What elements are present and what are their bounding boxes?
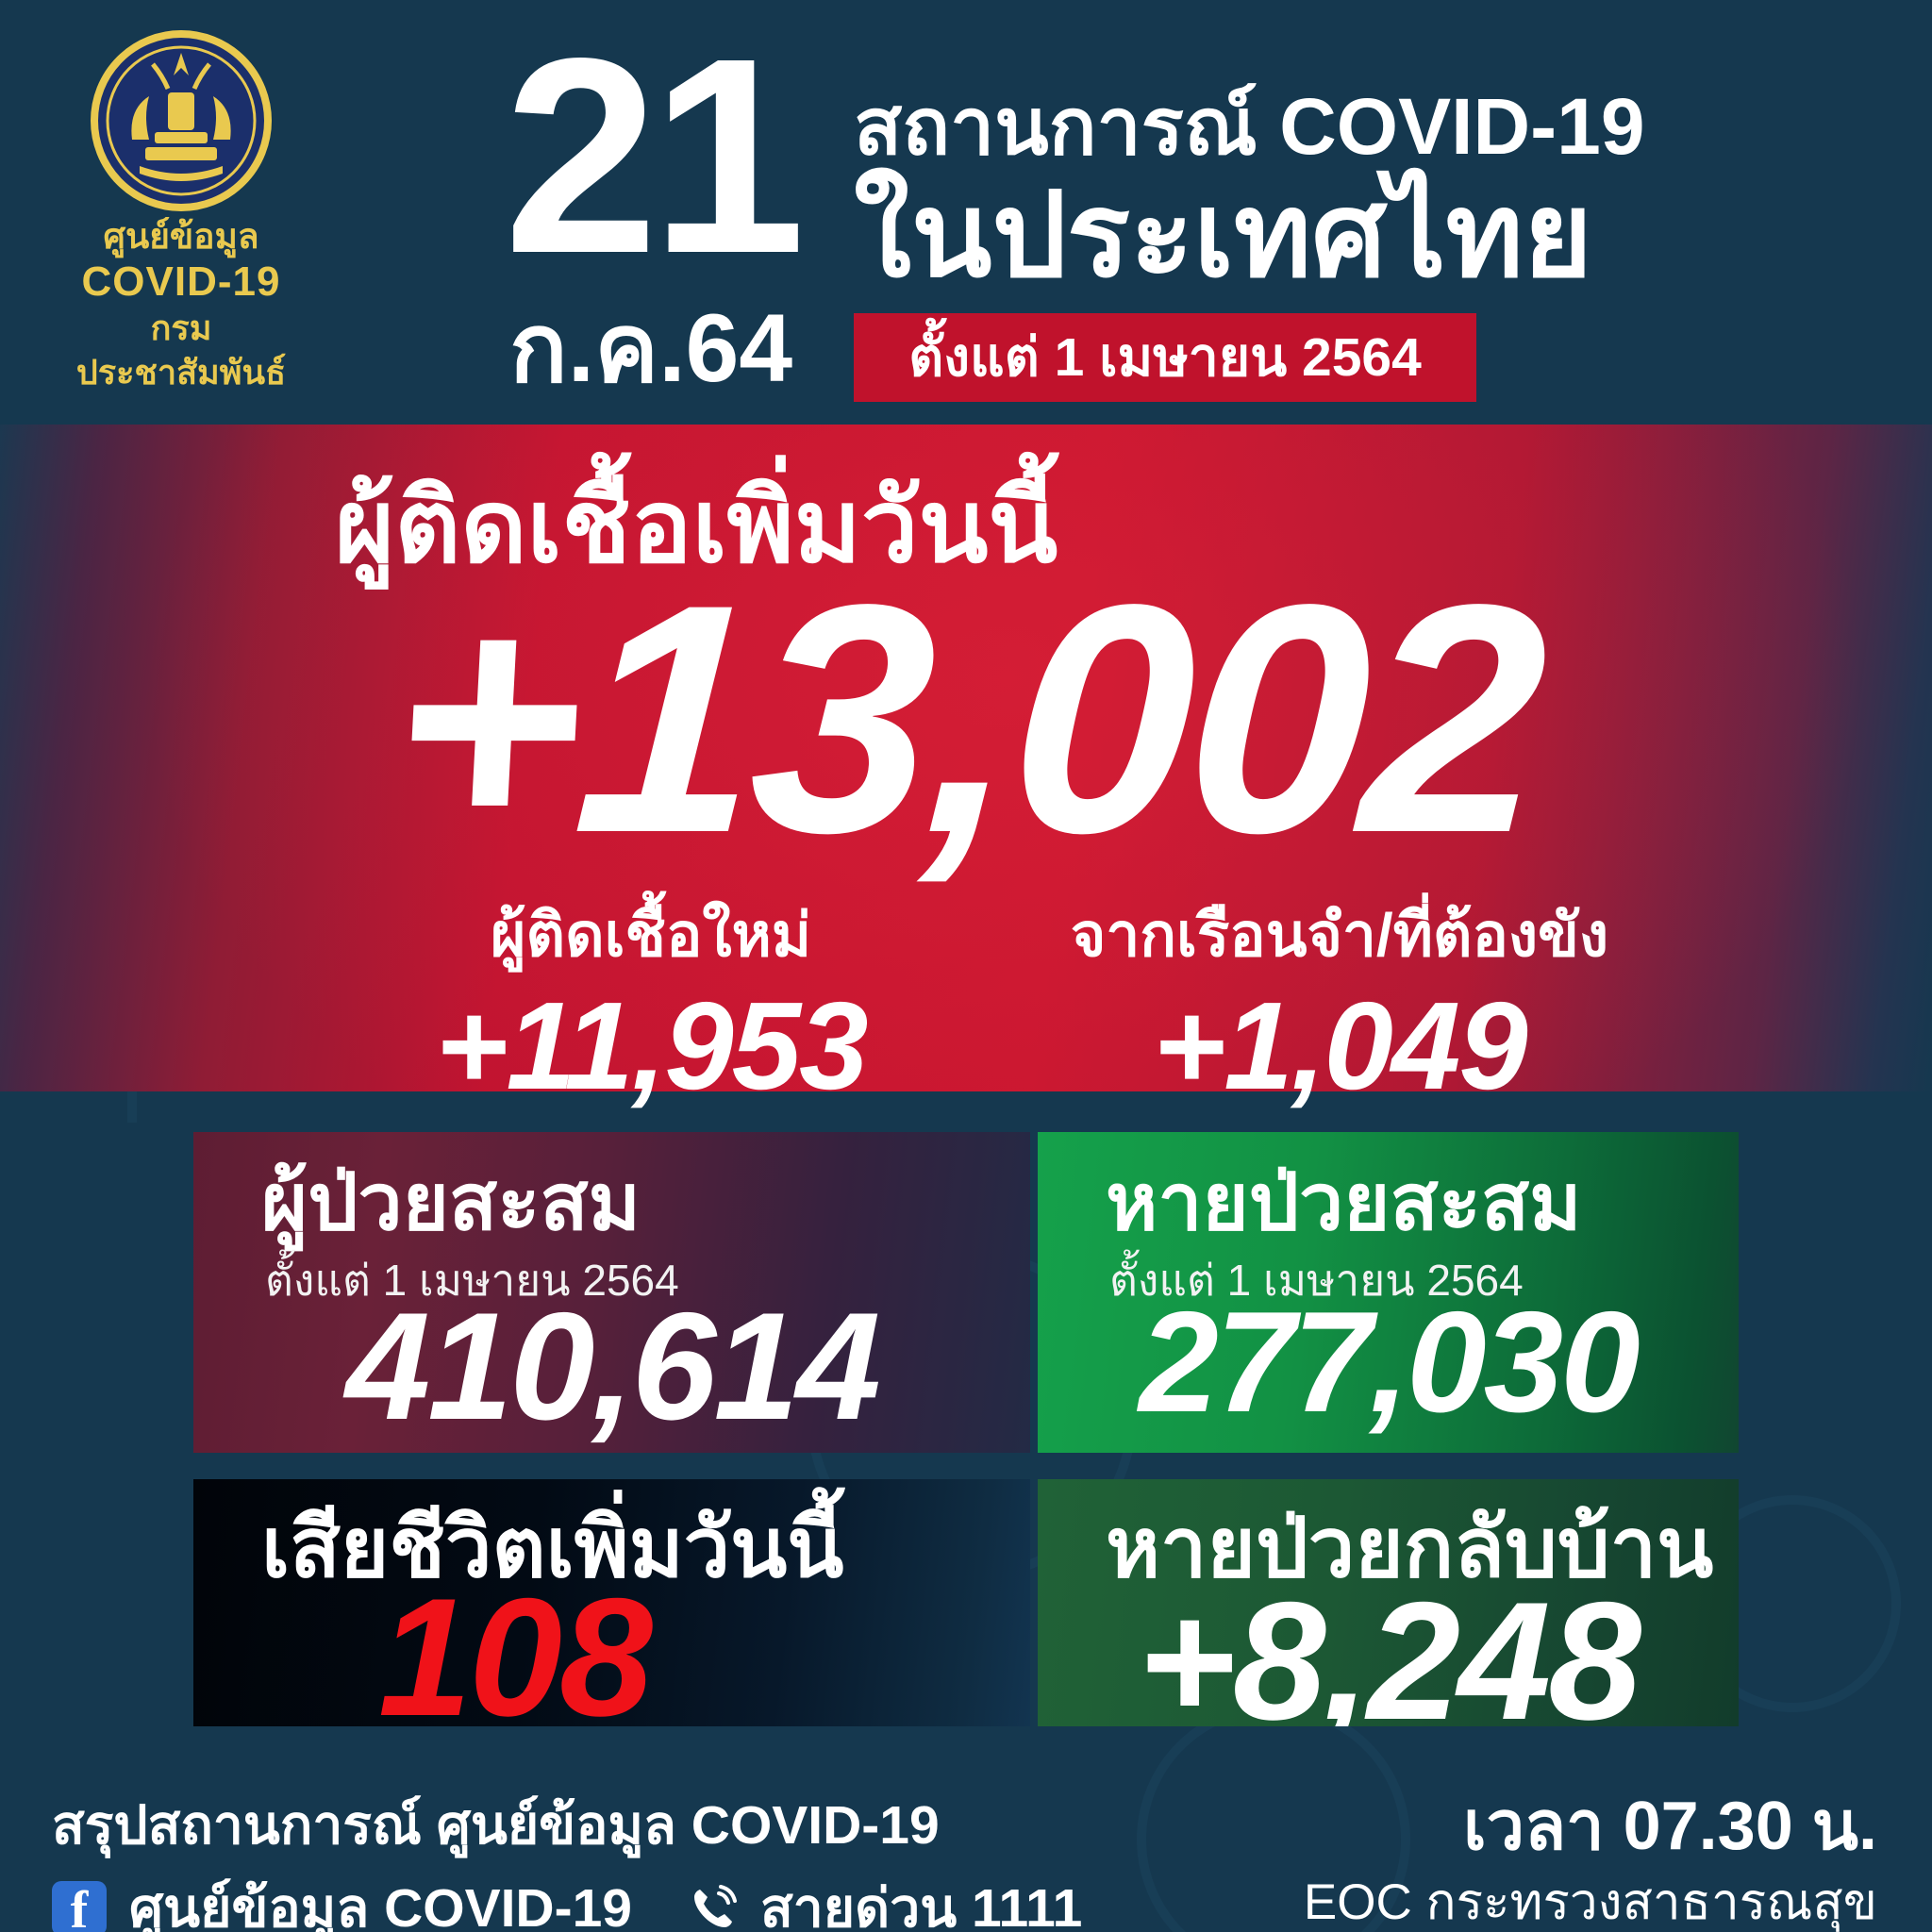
cumulative-cases-subtitle: ตั้งแต่ 1 เมษายน 2564	[265, 1256, 679, 1305]
prison-cases-label: จากเรือนจำ/ที่ต้องขัง	[1070, 901, 1609, 969]
cumulative-cases-title: ผู้ป่วยสะสม	[261, 1158, 641, 1246]
prd-emblem-icon	[91, 30, 272, 211]
phone-icon	[693, 1885, 737, 1927]
daily-cases-panel: ผู้ติดเชื้อเพิ่มวันนี้ +13,002 ผู้ติดเชื…	[0, 425, 1932, 1115]
logo-text-line1: ศูนย์ข้อมูล	[103, 217, 259, 256]
cumulative-cases-card: ผู้ป่วยสะสม ตั้งแต่ 1 เมษายน 2564 410,61…	[193, 1132, 1030, 1453]
deaths-today-title: เสียชีวิตเพิ่มวันนี้	[261, 1501, 844, 1594]
deaths-today-card: เสียชีวิตเพิ่มวันนี้ 108	[193, 1479, 1030, 1726]
logo-text-line2: COVID-19	[81, 258, 281, 306]
recovered-cumulative-title: หายป่วยสะสม	[1106, 1158, 1582, 1246]
report-org: EOC กระทรวงสาธารณสุข	[1303, 1874, 1877, 1930]
footer-contact-row: f ศูนย์ข้อมูล COVID-19 สายด่วน 1111	[52, 1866, 1082, 1932]
prison-cases-substat: จากเรือนจำ/ที่ต้องขัง +1,049	[1000, 896, 1679, 1118]
recovered-today-value: +8,248	[1137, 1567, 1641, 1727]
daily-cases-value: +13,002	[383, 538, 1549, 901]
new-cases-label: ผู้ติดเชื้อใหม่	[491, 901, 811, 969]
new-cases-substat: ผู้ติดเชื้อใหม่ +11,953	[311, 896, 991, 1118]
page-title-line1: สถานการณ์ COVID-19	[854, 82, 1645, 171]
recovered-cumulative-value: 277,030	[1139, 1282, 1640, 1442]
cumulative-cases-value: 410,614	[345, 1281, 881, 1452]
recovered-cumulative-card: หายป่วยสะสม ตั้งแต่ 1 เมษายน 2564 277,03…	[1038, 1132, 1739, 1453]
since-date-text: ตั้งแต่ 1 เมษายน 2564	[908, 327, 1422, 388]
facebook-page-label: ศูนย์ข้อมูล COVID-19	[129, 1878, 632, 1932]
agency-logo-block: ศูนย์ข้อมูล COVID-19 กรมประชาสัมพันธ์	[58, 26, 304, 394]
page-title-line2: ในประเทศไทย	[854, 170, 1593, 301]
date-month-year: ก.ค.64	[508, 294, 793, 402]
deaths-today-value: 108	[378, 1563, 653, 1727]
recovered-today-title: หายป่วยกลับบ้าน	[1106, 1501, 1714, 1594]
daily-cases-label: ผู้ติดเชื้อเพิ่มวันนี้	[335, 469, 1058, 583]
date-day: 21	[503, 0, 806, 311]
footer-summary-text: สรุปสถานการณ์ ศูนย์ข้อมูล COVID-19	[52, 1795, 940, 1856]
new-cases-value: +11,953	[435, 976, 868, 1116]
logo-text-line3: กรมประชาสัมพันธ์	[75, 308, 287, 391]
recovered-cumulative-subtitle: ตั้งแต่ 1 เมษายน 2564	[1109, 1256, 1524, 1305]
hotline-label: สายด่วน 1111	[759, 1878, 1083, 1932]
recovered-today-card: หายป่วยกลับบ้าน +8,248	[1038, 1479, 1739, 1726]
report-time: เวลา 07.30 น.	[1463, 1789, 1877, 1864]
prison-cases-value: +1,049	[1153, 976, 1527, 1116]
since-date-banner: ตั้งแต่ 1 เมษายน 2564	[854, 313, 1476, 402]
facebook-icon: f	[52, 1881, 107, 1932]
